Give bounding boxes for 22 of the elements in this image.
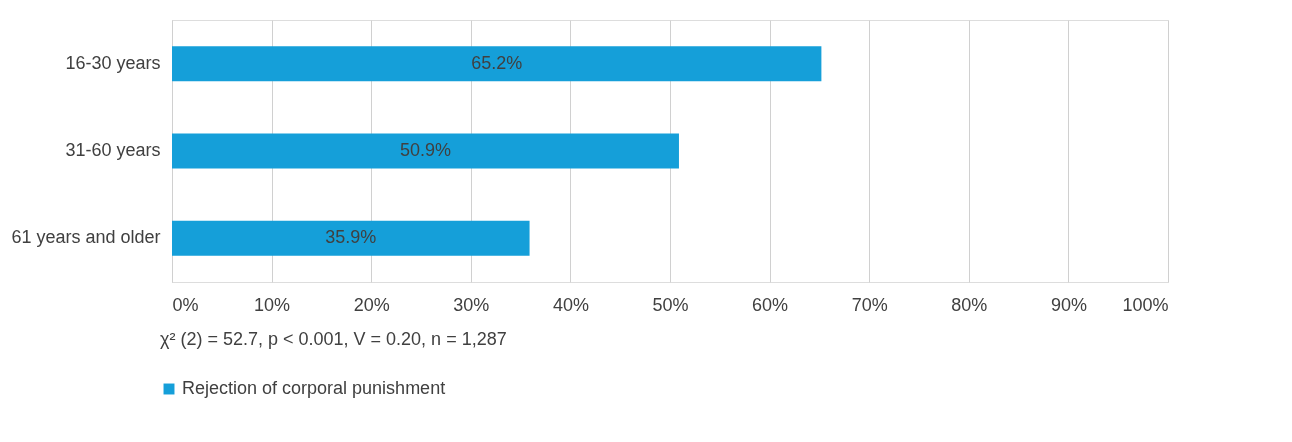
y-tick-label: 16-30 years bbox=[65, 52, 161, 73]
x-tick-label: 0% bbox=[172, 294, 199, 315]
x-tick-label: 50% bbox=[652, 294, 689, 315]
data-label: 35.9% bbox=[325, 227, 377, 248]
x-tick-label: 80% bbox=[951, 294, 988, 315]
x-tick-label: 90% bbox=[1050, 294, 1087, 315]
x-tick-label: 30% bbox=[453, 294, 490, 315]
bar bbox=[172, 46, 822, 82]
x-tick-label: 20% bbox=[353, 294, 390, 315]
y-tick-label: 31-60 years bbox=[65, 140, 161, 160]
x-tick-label: 10% bbox=[254, 294, 291, 315]
x-tick-label: 100% bbox=[1122, 294, 1169, 315]
bar bbox=[172, 220, 530, 256]
legend-label: Rejection of corporal punishment bbox=[182, 378, 446, 398]
x-tick-label: 70% bbox=[851, 294, 888, 315]
data-label: 50.9% bbox=[399, 140, 452, 160]
bar bbox=[172, 133, 679, 169]
x-tick-label: 60% bbox=[752, 294, 789, 315]
text: χ² (2) = 52.7, p < 0.001, V = 0.20, n = 1,287 bbox=[160, 329, 507, 349]
y-tick-label: 61 years and older bbox=[11, 227, 161, 248]
data-label: 65.2% bbox=[471, 52, 523, 73]
x-tick-label: 40% bbox=[552, 294, 589, 315]
